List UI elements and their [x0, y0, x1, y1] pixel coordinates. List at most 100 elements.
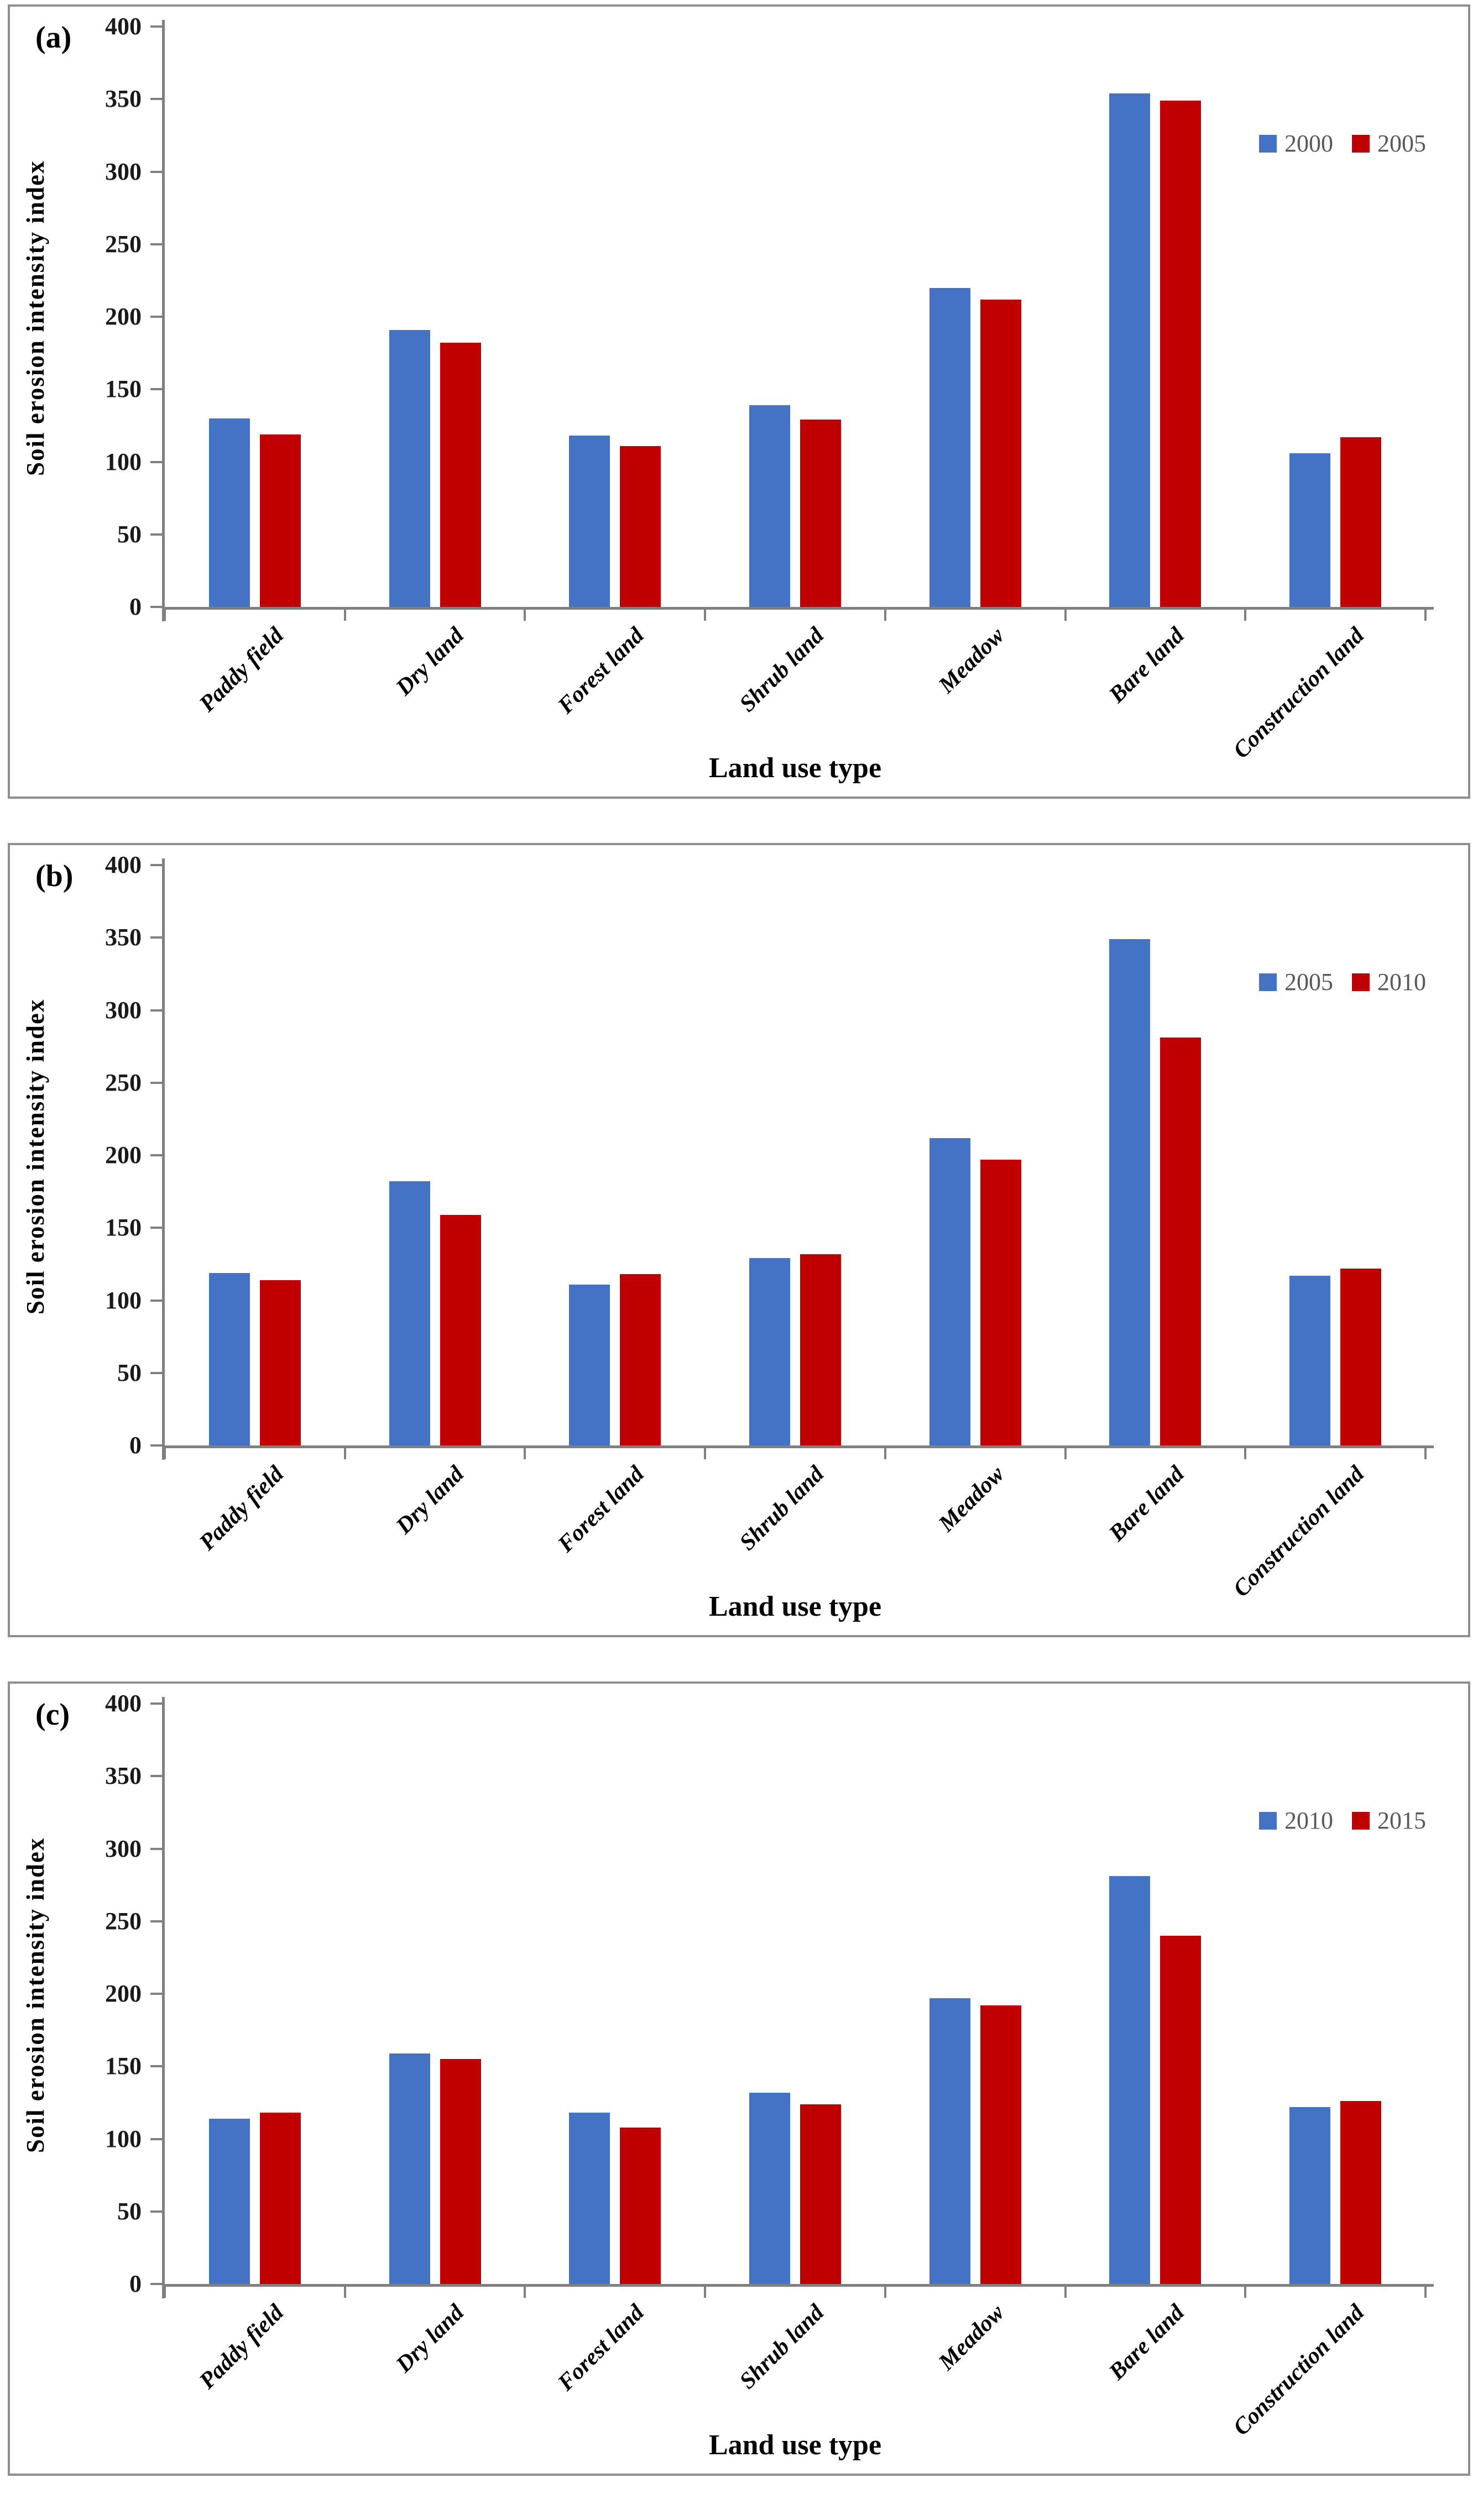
- x-category-label-text: Bare land: [1104, 1461, 1189, 1547]
- x-tick: [524, 2287, 526, 2298]
- y-tick-label: 0: [129, 593, 142, 620]
- y-tick-label: 300: [105, 158, 142, 185]
- x-axis-line: [162, 1445, 1434, 1448]
- bar-2010-forest-land: [569, 2113, 610, 2284]
- x-category-label-text: Construction land: [1228, 2299, 1370, 2441]
- bar-2000-paddy-field: [208, 418, 250, 607]
- y-tick-label: 50: [117, 2197, 142, 2225]
- legend-item: 2010: [1352, 968, 1426, 996]
- plot-area: 0 50 100 150 200 250 300 350 400 Paddy field Dry l…: [105, 13, 1434, 763]
- x-tick: [1424, 1448, 1427, 1459]
- legend: 2000 2005: [1259, 129, 1426, 158]
- x-category-label-text: Forest land: [552, 1461, 649, 1558]
- x-tick: [1064, 610, 1067, 621]
- y-tick: [150, 1444, 163, 1447]
- y-tick-label: 50: [117, 1359, 142, 1386]
- y-tick: [150, 1081, 163, 1084]
- y-tick: [150, 2137, 163, 2140]
- legend: 2010 2015: [1259, 1806, 1426, 1835]
- bar-2005-meadow: [929, 1138, 970, 1445]
- y-tick-label: 200: [105, 1141, 142, 1169]
- bar-2005-paddy-field: [208, 1272, 250, 1445]
- bar-2010-construction-land: [1340, 1268, 1382, 1445]
- y-tick-label: 150: [105, 1214, 142, 1241]
- bar-2010-paddy-field: [259, 1280, 301, 1445]
- bar-2010-meadow: [980, 1159, 1021, 1445]
- y-tick-label: 350: [105, 85, 142, 113]
- y-tick: [150, 1299, 163, 1302]
- bar-2005-dry-land: [389, 1181, 430, 1445]
- y-tick-label: 400: [105, 851, 142, 878]
- bar-2000-dry-land: [389, 329, 430, 607]
- bar-2000-bare-land: [1109, 93, 1151, 607]
- x-category-label-text: Forest land: [552, 2299, 649, 2396]
- bar-2010-dry-land: [440, 1214, 481, 1445]
- x-category-label-text: Dry land: [391, 622, 469, 701]
- x-axis-title: Land use type: [708, 1591, 882, 1622]
- y-tick-label: 200: [105, 303, 142, 330]
- bar-2005-construction-land: [1340, 437, 1382, 607]
- bar-2005-construction-land: [1289, 1275, 1331, 1445]
- y-tick: [150, 1920, 163, 1922]
- legend-item: 2005: [1259, 968, 1333, 996]
- y-tick-label: 400: [105, 1690, 142, 1717]
- legend-item: 2015: [1352, 1806, 1426, 1835]
- x-category-label-text: Shrub land: [734, 2299, 829, 2395]
- bar-2000-construction-land: [1289, 453, 1331, 607]
- y-tick: [150, 606, 163, 608]
- bar-2005-paddy-field: [259, 434, 301, 607]
- x-tick: [1244, 610, 1247, 621]
- y-tick: [150, 1154, 163, 1156]
- x-tick: [164, 1448, 166, 1459]
- y-tick-label: 100: [105, 2125, 142, 2152]
- bar-2015-paddy-field: [259, 2113, 301, 2284]
- y-tick-label: 250: [105, 1068, 142, 1096]
- legend-swatch: [1259, 134, 1277, 153]
- x-tick: [1064, 1448, 1067, 1459]
- legend-label: 2015: [1377, 1807, 1426, 1834]
- y-tick: [150, 936, 163, 939]
- bar-2010-bare-land: [1109, 1876, 1151, 2284]
- legend-swatch: [1259, 973, 1277, 991]
- legend-swatch: [1259, 1811, 1277, 1830]
- x-axis-line: [162, 607, 1434, 610]
- y-tick: [150, 1009, 163, 1012]
- legend-swatch: [1352, 1811, 1370, 1830]
- x-tick: [1064, 2287, 1067, 2298]
- x-category-label-text: Dry land: [391, 1461, 469, 1539]
- bar-2015-construction-land: [1340, 2101, 1382, 2284]
- x-category-label-text: Paddy field: [194, 622, 289, 717]
- y-tick-label: 100: [105, 1286, 142, 1314]
- y-tick: [150, 1702, 163, 1705]
- legend: 2005 2010: [1259, 968, 1426, 996]
- x-category-label-text: Forest land: [552, 622, 649, 719]
- x-tick: [343, 2287, 346, 2298]
- bar-2010-bare-land: [1160, 1038, 1202, 1445]
- legend-swatch: [1352, 134, 1370, 153]
- x-category-label-text: Shrub land: [734, 1461, 829, 1556]
- x-tick: [1424, 2287, 1427, 2298]
- y-tick-label: 150: [105, 2052, 142, 2080]
- panel-tag: (b): [35, 859, 74, 893]
- y-tick-label: 0: [129, 2270, 142, 2297]
- bar-2000-meadow: [929, 287, 970, 607]
- x-tick: [343, 1448, 346, 1459]
- x-category-label-text: Bare land: [1104, 622, 1189, 708]
- x-axis-title: Land use type: [708, 752, 882, 784]
- x-category-label-text: Construction land: [1228, 622, 1370, 764]
- x-tick: [164, 2287, 166, 2298]
- panel-a: (a) Soil erosion intensity index 0 50 100 1…: [8, 4, 1470, 799]
- y-tick: [150, 1227, 163, 1229]
- x-tick: [884, 610, 886, 621]
- bar-2015-shrub-land: [800, 2104, 841, 2284]
- x-category-label-text: Shrub land: [734, 622, 829, 717]
- y-tick-label: 100: [105, 448, 142, 475]
- legend-item: 2000: [1259, 129, 1333, 158]
- bar-2010-forest-land: [620, 1274, 661, 1445]
- x-category-label-text: Paddy field: [194, 2299, 289, 2394]
- x-tick: [884, 1448, 886, 1459]
- y-tick: [150, 1847, 163, 1850]
- x-tick: [524, 1448, 526, 1459]
- x-tick: [1244, 1448, 1247, 1459]
- y-tick: [150, 533, 163, 536]
